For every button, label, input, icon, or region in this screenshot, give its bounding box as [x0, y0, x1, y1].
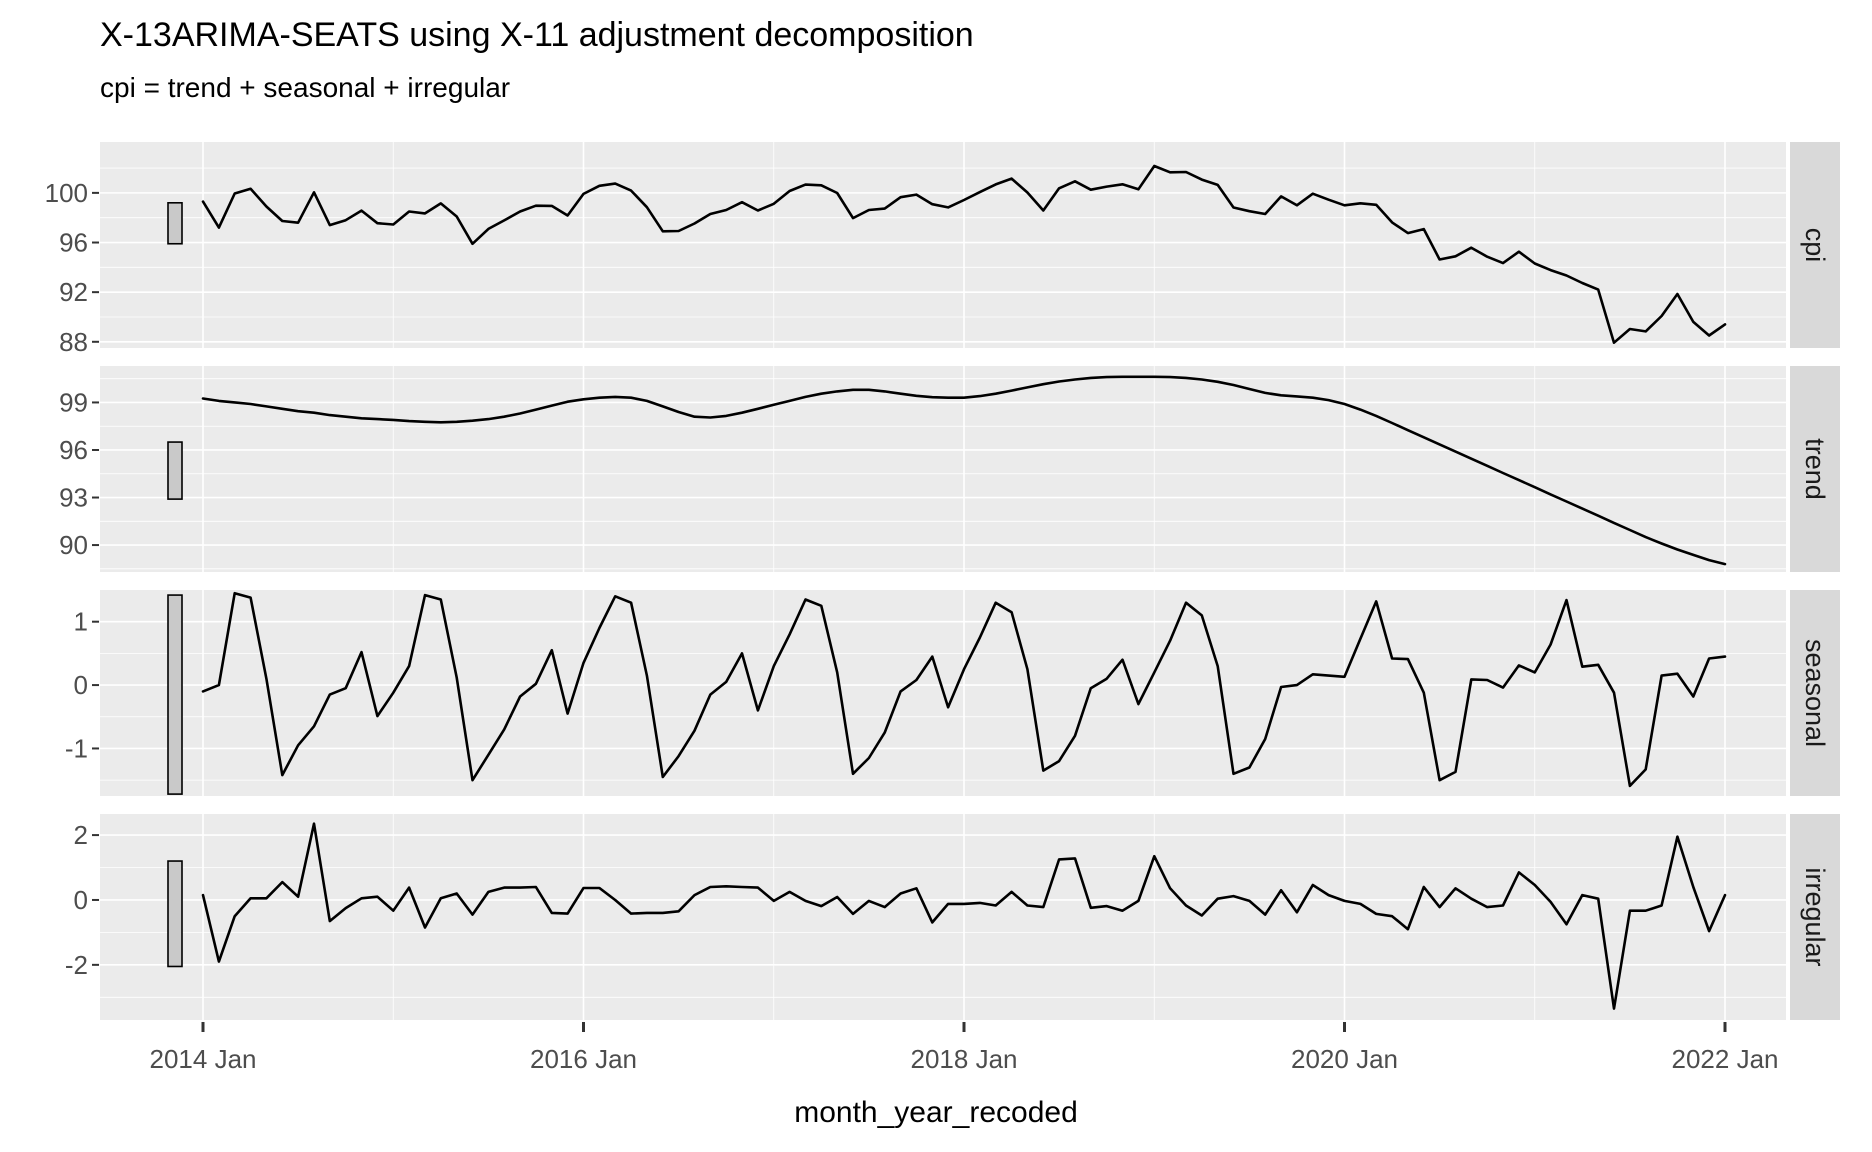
y-tick-label-cpi: 100	[45, 178, 88, 208]
range-bar-trend	[167, 441, 183, 500]
panel-trend: 99 96 93 90 trend	[59, 366, 1840, 572]
facet-strip-cpi	[1790, 142, 1840, 348]
range-bar-cpi	[167, 202, 183, 245]
y-tick-label-seasonal: -1	[65, 733, 88, 763]
y-tick-label-irregular: 2	[74, 820, 88, 850]
panel-background-trend	[100, 366, 1786, 572]
panel-irregular: 2 0 -2 irregular	[65, 814, 1840, 1020]
chart-title: X-13ARIMA-SEATS using X-11 adjustment de…	[100, 16, 974, 54]
panel-background-cpi	[100, 142, 1786, 348]
y-tick-label-trend: 90	[59, 530, 88, 560]
strip-label-trend: trend	[1800, 438, 1830, 500]
y-tick-label-cpi: 88	[59, 327, 88, 357]
y-tick-label-cpi: 96	[59, 228, 88, 258]
series-line-trend	[201, 375, 1727, 566]
series-line-seasonal	[201, 591, 1727, 788]
y-tick-label-cpi: 92	[59, 277, 88, 307]
range-bar-irregular	[167, 860, 183, 968]
x-axis: 2014 Jan 2016 Jan 2018 Jan 2020 Jan 2022 Jan	[150, 1022, 1779, 1074]
x-tick-label: 2016 Jan	[530, 1044, 637, 1074]
x-tick-label: 2020 Jan	[1291, 1044, 1398, 1074]
y-tick-label-seasonal: 1	[74, 607, 88, 637]
y-tick-label-trend: 99	[59, 387, 88, 417]
panel-seasonal: 1 0 -1 seasonal	[65, 590, 1840, 796]
y-tick-label-trend: 96	[59, 435, 88, 465]
x-tick-label: 2014 Jan	[150, 1044, 257, 1074]
strip-label-irregular: irregular	[1800, 867, 1830, 966]
x-tick-label: 2018 Jan	[911, 1044, 1018, 1074]
panel-background-irregular	[100, 814, 1786, 1020]
y-tick-label-irregular: -2	[65, 950, 88, 980]
facet-strip-trend	[1790, 366, 1840, 572]
x-tick-label: 2022 Jan	[1672, 1044, 1779, 1074]
range-bar-seasonal	[167, 594, 183, 795]
panel-cpi: 100 96 92 88 cpi	[45, 142, 1840, 357]
chart-subtitle: cpi = trend + seasonal + irregular	[100, 72, 511, 103]
series-line-cpi	[201, 164, 1727, 345]
y-tick-label-irregular: 0	[74, 885, 88, 915]
strip-label-seasonal: seasonal	[1800, 639, 1830, 747]
facet-strip-irregular	[1790, 814, 1840, 1020]
x-axis-title: month_year_recoded	[794, 1096, 1078, 1129]
facet-strip-seasonal	[1790, 590, 1840, 796]
y-tick-label-trend: 93	[59, 483, 88, 513]
y-tick-label-seasonal: 0	[74, 670, 88, 700]
series-line-irregular	[201, 822, 1727, 1010]
strip-label-cpi: cpi	[1800, 228, 1830, 263]
